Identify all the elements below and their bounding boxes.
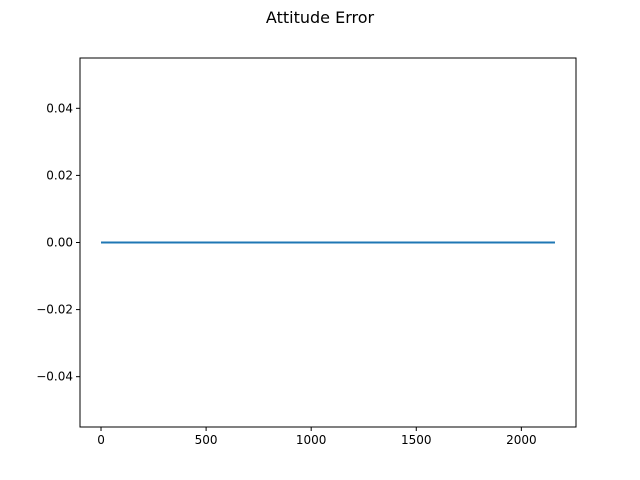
y-tick-label: 0.02 [46,168,73,182]
y-tick-label: 0.04 [46,101,73,115]
x-tick-label: 0 [97,433,105,447]
x-tick-label: 2000 [506,433,537,447]
y-tick-label: −0.04 [36,370,73,384]
x-tick-label: 1500 [401,433,432,447]
chart-title: Attitude Error [265,8,375,27]
x-tick-label: 1000 [296,433,327,447]
x-tick-label: 500 [195,433,218,447]
y-tick-label: −0.02 [36,303,73,317]
y-tick-label: 0.00 [46,236,73,250]
